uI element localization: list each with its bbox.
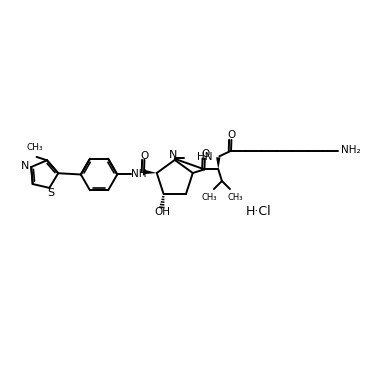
Text: O: O bbox=[201, 149, 209, 159]
Text: NH₂: NH₂ bbox=[341, 145, 361, 155]
Text: O: O bbox=[228, 131, 236, 141]
Polygon shape bbox=[216, 157, 220, 169]
Text: N: N bbox=[21, 161, 29, 170]
Text: N: N bbox=[169, 150, 177, 160]
Text: CH₃: CH₃ bbox=[27, 143, 43, 152]
Text: OH: OH bbox=[154, 207, 170, 217]
Text: H·Cl: H·Cl bbox=[246, 205, 271, 218]
Text: CH₃: CH₃ bbox=[201, 193, 216, 202]
Text: HN: HN bbox=[197, 152, 212, 162]
Text: NH: NH bbox=[131, 169, 147, 179]
Polygon shape bbox=[144, 170, 157, 174]
Text: S: S bbox=[47, 188, 54, 198]
Text: CH₃: CH₃ bbox=[227, 193, 243, 202]
Text: O: O bbox=[141, 150, 149, 161]
